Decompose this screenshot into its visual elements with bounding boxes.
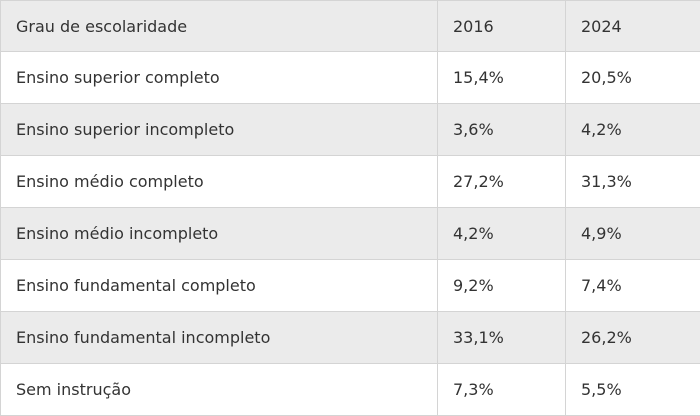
value-cell: 4,9% (565, 207, 700, 260)
header-cell: 2016 (437, 0, 566, 52)
table-row: Ensino fundamental completo 9,2% 7,4% (0, 259, 700, 312)
level-cell: Ensino médio completo (0, 155, 438, 208)
value-cell: 5,5% (565, 363, 700, 416)
level-cell: Ensino superior incompleto (0, 103, 438, 156)
level-cell: Ensino fundamental completo (0, 259, 438, 312)
table-row: Ensino superior completo 15,4% 20,5% (0, 51, 700, 104)
value-cell: 7,4% (565, 259, 700, 312)
value-cell: 33,1% (437, 311, 566, 364)
value-cell: 31,3% (565, 155, 700, 208)
header-row: Grau de escolaridade 2016 2024 (0, 0, 700, 52)
value-cell: 20,5% (565, 51, 700, 104)
value-cell: 15,4% (437, 51, 566, 104)
header-cell: Grau de escolaridade (0, 0, 438, 52)
level-cell: Ensino fundamental incompleto (0, 311, 438, 364)
table-row: Ensino médio incompleto 4,2% 4,9% (0, 207, 700, 260)
value-cell: 26,2% (565, 311, 700, 364)
value-cell: 4,2% (437, 207, 566, 260)
value-cell: 7,3% (437, 363, 566, 416)
level-cell: Sem instrução (0, 363, 438, 416)
level-cell: Ensino superior completo (0, 51, 438, 104)
value-cell: 9,2% (437, 259, 566, 312)
table-row: Ensino fundamental incompleto 33,1% 26,2% (0, 311, 700, 364)
table-row: Ensino médio completo 27,2% 31,3% (0, 155, 700, 208)
level-cell: Ensino médio incompleto (0, 207, 438, 260)
value-cell: 4,2% (565, 103, 700, 156)
table-row: Sem instrução 7,3% 5,5% (0, 363, 700, 416)
table-row: Ensino superior incompleto 3,6% 4,2% (0, 103, 700, 156)
value-cell: 27,2% (437, 155, 566, 208)
value-cell: 3,6% (437, 103, 566, 156)
header-cell: 2024 (565, 0, 700, 52)
